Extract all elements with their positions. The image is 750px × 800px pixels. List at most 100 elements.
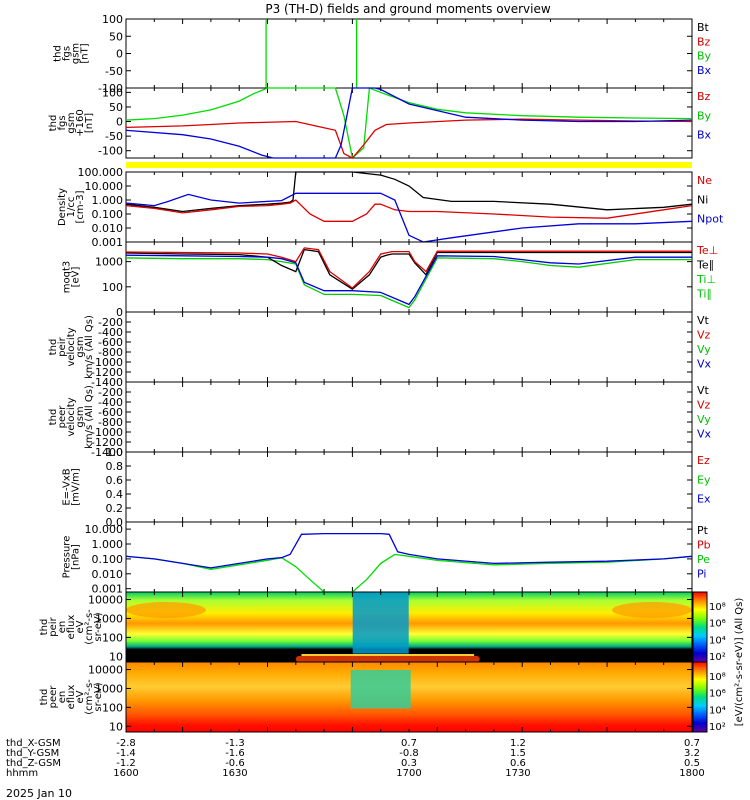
legend-entry: Ex	[697, 493, 711, 506]
legend-entry: Pi	[697, 568, 706, 581]
y-tick-label: 10000	[88, 594, 123, 607]
panel-frame	[125, 451, 693, 523]
ion-spectrogram	[126, 592, 692, 662]
spectrogram-feature	[295, 656, 480, 662]
series-line-Pi	[125, 532, 693, 569]
y-tick-label: 1000	[95, 256, 123, 269]
colorbar-tick-label: 10⁶	[709, 619, 726, 630]
y-axis-label: (cm²-s-	[84, 609, 95, 645]
colorbar-tick-label: 10⁴	[709, 635, 726, 646]
x-axis-row-value: -1.3	[225, 738, 245, 749]
colorbar-tick-label: 10²	[709, 652, 726, 663]
y-tick-label: 10	[109, 650, 123, 663]
y-tick-label: 1.000	[92, 538, 124, 551]
y-axis-label: [eV]	[71, 267, 82, 288]
x-axis-row-value: 0.3	[401, 758, 417, 769]
y-axis-label: [nT]	[80, 43, 91, 63]
legend-entry: Ni	[697, 193, 708, 206]
spectrogram-feature	[352, 592, 409, 654]
date-label: 2025 Jan 10	[6, 787, 72, 800]
y-tick-label: 100	[102, 631, 123, 644]
y-tick-label: 1000	[95, 682, 123, 695]
y-tick-label: 0.2	[106, 502, 124, 515]
legend-entry: Pt	[697, 524, 709, 537]
y-axis-label: km/s (All Qs)	[84, 385, 95, 449]
panel-4: 1000 100 moqt3[eV] Te⊥ Te∥Ti⊥ Ti∥	[62, 241, 718, 313]
legend-entry: Vy	[697, 343, 711, 356]
series-line-Npot	[125, 192, 693, 243]
colorbar-tick-label: 10⁶	[709, 689, 726, 700]
y-tick-label: 0	[116, 116, 123, 129]
y-axis-label: eflux	[66, 615, 77, 640]
x-axis-row-value: 3.2	[684, 748, 700, 759]
y-axis-label: E=-VxB	[62, 468, 73, 505]
y-axis-label: en	[57, 621, 68, 634]
series-line-Bx	[125, 87, 693, 159]
y-tick-label: -600	[98, 406, 123, 419]
y-axis-label: sr-eV)	[93, 612, 104, 641]
y-tick-label: 1000	[95, 612, 123, 625]
x-axis-row-value: 1630	[222, 768, 247, 779]
legend-entry: By	[697, 50, 712, 63]
y-tick-label: 1.000	[92, 194, 124, 207]
colorbar-strip	[692, 661, 708, 733]
y-axis-label: peir	[57, 336, 68, 356]
y-tick-label: 10.000	[85, 523, 124, 536]
series-line-Ti∥	[125, 254, 692, 306]
y-tick-label: 10.000	[85, 180, 124, 193]
series-line-Ne	[125, 199, 693, 222]
x-axis-row-value: 1.2	[510, 738, 526, 749]
y-tick-label: 0	[116, 306, 123, 319]
y-axis-label: peer	[48, 685, 59, 709]
y-axis-label: moqt3	[62, 261, 73, 294]
y-tick-label: 0.0	[106, 516, 124, 529]
legend-entry: Pb	[697, 539, 711, 552]
y-axis-label: en	[57, 691, 68, 704]
figure-title: P3 (TH-D) fields and ground moments over…	[265, 2, 550, 16]
colorbar-tick-label: 10⁸	[709, 602, 726, 613]
y-axis-label: velocity	[66, 327, 77, 366]
y-axis-label: gsm	[66, 112, 77, 133]
series-line-By	[125, 87, 693, 160]
y-axis-label: thd	[39, 619, 50, 636]
y-tick-label: -1400	[91, 446, 123, 459]
x-axis-row-value: 0.7	[401, 738, 417, 749]
y-tick-label: 100	[102, 13, 123, 26]
y-axis-label: sr-eV)	[93, 682, 104, 711]
y-tick-label: -400	[98, 396, 123, 409]
y-axis-label: eV	[75, 620, 86, 633]
legend-entry: Ez	[697, 454, 710, 467]
y-tick-label: 0.100	[92, 553, 124, 566]
y-axis-label: (cm²-s-	[84, 679, 95, 715]
y-tick-label: 50	[109, 101, 123, 114]
y-tick-label: -100	[98, 145, 123, 158]
panel-frame	[125, 311, 693, 383]
y-tick-label: 100	[102, 281, 123, 294]
y-axis-label: thd	[48, 409, 59, 426]
spectrogram-feature	[126, 602, 206, 618]
panel-10: 10000 1000 100 10 thdpeerenefluxeV(cm²-s-sr-…	[39, 654, 693, 733]
y-tick-label: -1000	[91, 356, 123, 369]
panel-frame	[125, 381, 693, 453]
series-line-Bz	[125, 118, 693, 159]
panel-7: 1.00.80.60.40.20.0 E=-VxB[mV/m] Ez Ey Ex	[62, 446, 711, 529]
colorbar-tick-label: 10⁸	[709, 672, 726, 683]
colorbar: 10⁸ 10⁶ 10⁴ 10² 10⁸ 10⁶ 10⁴ 10² [eV/(cm²-s-sr-eV…	[692, 591, 745, 733]
x-axis-row-label: thd_Y-GSM	[6, 748, 59, 759]
y-tick-label: 0.010	[92, 222, 124, 235]
legend-entry: Ne	[697, 174, 712, 187]
legend-entry: Ey	[697, 473, 711, 486]
x-axis-row-label: hhmm	[6, 768, 38, 779]
y-tick-label: 50	[109, 30, 123, 43]
panel-6: -200-400-600-800-1000-1200-1400 thdpeerve…	[48, 381, 712, 459]
y-tick-label: 100	[102, 86, 123, 99]
y-tick-label: 0.100	[92, 208, 124, 221]
y-axis-label: [nPa]	[71, 544, 82, 570]
y-axis-label: thd	[53, 45, 64, 62]
x-axis-row-label: thd_Z-GSM	[6, 758, 61, 769]
y-tick-label: -1400	[91, 376, 123, 389]
y-axis-label: eV	[75, 690, 86, 703]
y-axis-label: Pressure	[62, 536, 73, 579]
